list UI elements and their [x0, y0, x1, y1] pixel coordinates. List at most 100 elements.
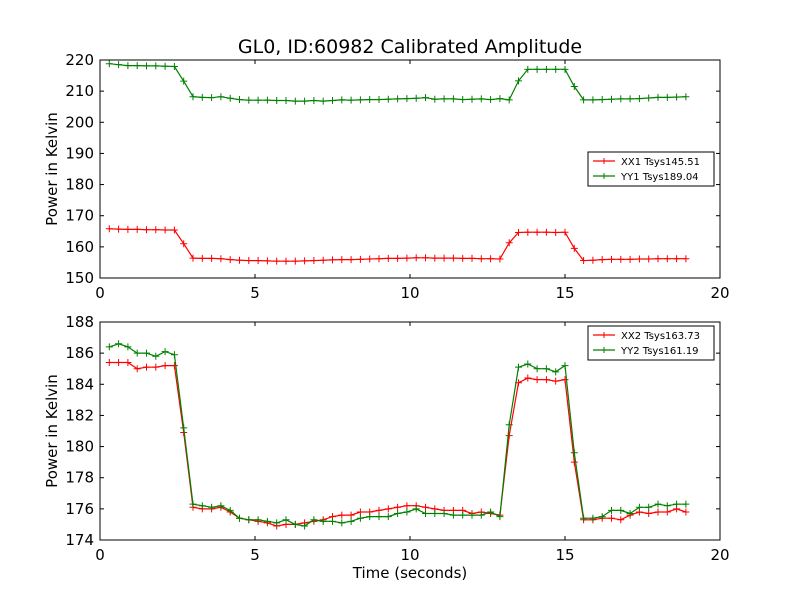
x-tick-label: 20	[710, 284, 729, 302]
data-point	[189, 93, 197, 101]
data-point	[524, 360, 532, 368]
data-point	[505, 421, 513, 429]
legend-entry: YY2 Tsys161.19	[593, 346, 699, 357]
y-tick-label: 178	[65, 469, 94, 487]
data-point	[682, 255, 690, 263]
data-point	[459, 96, 467, 104]
data-point	[198, 502, 206, 510]
data-point	[245, 96, 253, 104]
data-point	[440, 510, 448, 518]
data-point	[124, 62, 132, 70]
data-point	[673, 500, 681, 508]
data-point	[115, 358, 123, 366]
data-point	[217, 502, 225, 510]
data-point	[403, 508, 411, 516]
data-point	[654, 500, 662, 508]
data-point	[561, 65, 569, 73]
legend-marker	[601, 158, 607, 164]
y-tick-label: 176	[65, 500, 94, 518]
data-point	[152, 352, 160, 360]
data-point	[347, 96, 355, 104]
data-point	[635, 503, 643, 511]
data-point	[338, 519, 346, 527]
data-point	[533, 365, 541, 373]
data-point	[208, 503, 216, 511]
data-point	[254, 516, 262, 524]
data-point	[459, 254, 467, 262]
data-point	[468, 511, 476, 519]
data-point	[496, 255, 504, 263]
data-point	[319, 97, 327, 105]
data-point	[273, 519, 281, 527]
data-point	[477, 511, 485, 519]
data-point	[412, 254, 420, 262]
data-point	[133, 349, 141, 357]
data-point	[654, 508, 662, 516]
data-point	[422, 254, 429, 262]
data-point	[291, 257, 299, 265]
data-point	[143, 363, 150, 371]
legend-entry: YY1 Tsys189.04	[593, 172, 699, 183]
x-tick-label: 0	[95, 546, 105, 564]
series-line	[109, 343, 686, 527]
data-point	[552, 65, 560, 73]
data-point	[115, 340, 123, 348]
data-point	[143, 349, 150, 357]
data-point	[375, 96, 383, 104]
data-point	[673, 93, 681, 101]
legend-marker	[601, 332, 607, 338]
data-point	[635, 95, 643, 103]
data-point	[105, 60, 113, 68]
data-point	[198, 93, 206, 101]
data-point	[542, 365, 550, 373]
data-point	[394, 254, 402, 262]
x-tick-label: 5	[250, 546, 260, 564]
plot-frame	[99, 59, 721, 279]
data-point	[570, 458, 578, 466]
data-point	[505, 96, 513, 104]
data-point	[617, 95, 625, 103]
y-tick-label: 220	[65, 51, 94, 69]
data-point	[338, 256, 346, 264]
data-point	[338, 511, 346, 519]
data-point	[552, 368, 560, 376]
data-point	[496, 513, 504, 521]
data-point	[440, 95, 448, 103]
plot-frame	[99, 321, 721, 541]
y-tick-label: 182	[65, 406, 94, 424]
legend: XX2 Tsys163.73 YY2 Tsys161.19	[587, 325, 715, 361]
data-point	[477, 95, 485, 103]
data-point	[236, 256, 243, 264]
data-point	[273, 257, 281, 265]
data-point	[124, 225, 132, 233]
data-point	[301, 97, 309, 105]
data-point	[617, 516, 625, 524]
data-point	[487, 255, 495, 263]
legend-entry: XX2 Tsys163.73	[593, 331, 700, 342]
data-point	[115, 225, 123, 233]
data-point	[449, 95, 457, 103]
y-tick-label: 160	[65, 238, 94, 256]
data-point	[124, 358, 132, 366]
data-point	[580, 96, 588, 104]
legend-marker	[601, 173, 607, 179]
data-point	[635, 255, 643, 263]
data-point	[422, 94, 429, 102]
data-point	[449, 254, 457, 262]
y-tick-label: 184	[65, 375, 94, 393]
data-point	[170, 351, 178, 359]
y-tick-label: 188	[65, 313, 94, 331]
data-point	[673, 255, 681, 263]
data-point	[682, 508, 690, 516]
data-point	[580, 514, 588, 522]
data-point	[133, 62, 141, 70]
data-point	[226, 94, 234, 102]
data-point	[282, 516, 290, 524]
data-point	[161, 226, 169, 234]
data-point	[589, 256, 597, 264]
legend-label: XX2 Tsys163.73	[621, 331, 700, 342]
data-point	[422, 503, 429, 511]
series-2	[105, 340, 690, 530]
y-tick-label: 150	[65, 269, 94, 287]
